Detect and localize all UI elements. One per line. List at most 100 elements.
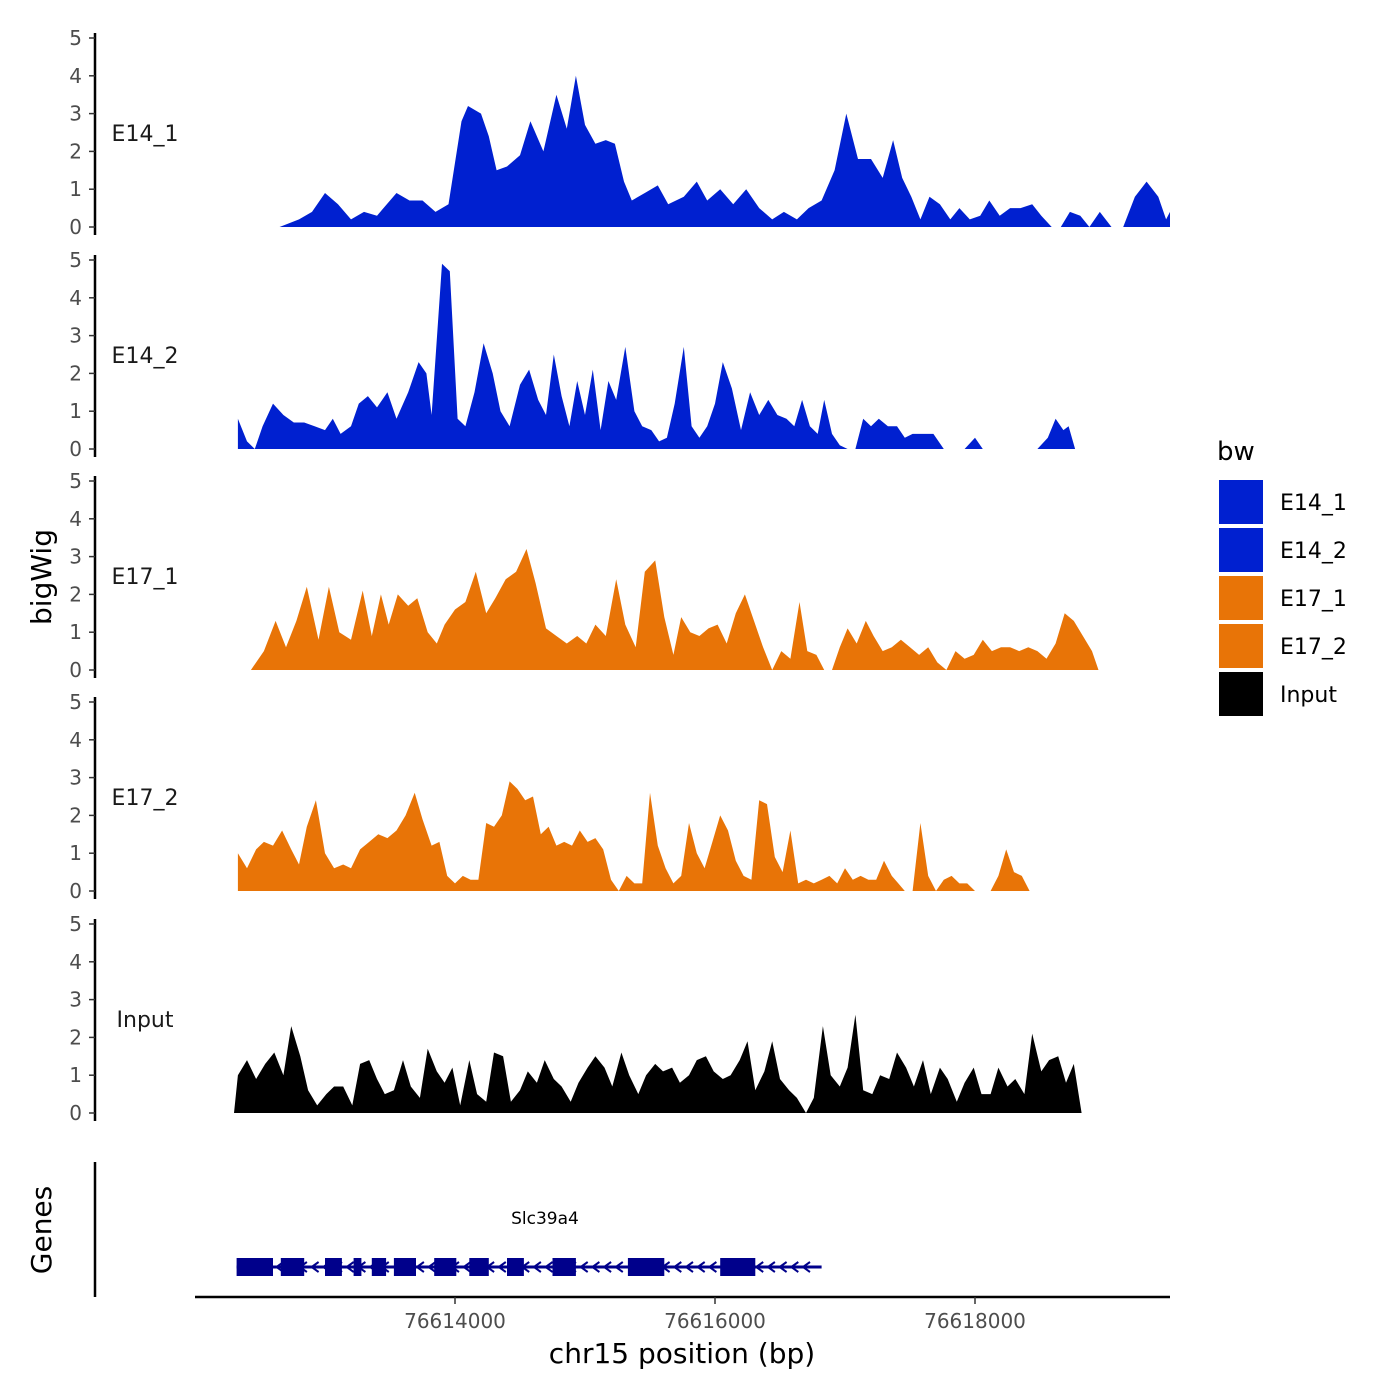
track-label-e14-2: E14_2	[112, 344, 179, 369]
strand-arrow	[497, 1261, 507, 1273]
track-input: 0 1 2 3 4 5 Input	[69, 912, 1082, 1125]
x-tick-label: 76614000	[404, 1309, 506, 1333]
strand-arrow	[461, 1261, 472, 1273]
y-tick-label: 3	[69, 324, 82, 348]
legend-swatch	[1219, 576, 1263, 620]
legend-swatch	[1219, 480, 1263, 524]
gene-exon	[507, 1258, 524, 1276]
gene-exon	[469, 1258, 489, 1276]
y-tick-label: 3	[69, 766, 82, 790]
y-tick-label: 0	[69, 215, 82, 239]
y-tick-label: 5	[69, 690, 82, 714]
strand-arrow	[777, 1261, 788, 1273]
legend-title: bw	[1217, 437, 1255, 467]
y-tick-label: 0	[69, 658, 82, 682]
strand-arrow	[684, 1261, 694, 1273]
strand-arrow	[532, 1261, 542, 1273]
legend-label: E14_2	[1280, 539, 1347, 564]
y-tick-label: 1	[69, 1063, 82, 1087]
y-tick-label: 2	[69, 1025, 82, 1049]
y-tick-label: 0	[69, 1101, 82, 1125]
track-e17-2: 0 1 2 3 4 5 E17_2	[69, 690, 1030, 903]
legend-swatch	[1219, 528, 1263, 572]
y-axis-title: bigWig	[25, 529, 58, 625]
gene-exon	[236, 1258, 273, 1276]
strand-arrow	[578, 1261, 589, 1273]
y-tick-label: 0	[69, 879, 82, 903]
y-tick-label: 2	[69, 139, 82, 163]
coverage-tracks: 0 1 2 3 4 5 E14_1 0 1 2 3 4 5 E14_2 0 1 2 3 4 5 E17_1 0 1 2 3 4 5 E…	[69, 26, 1170, 1125]
x-axis: 76614000 76616000 76618000 chr15 position …	[195, 1295, 1170, 1370]
strand-arrow	[415, 1261, 425, 1273]
y-tick-label: 3	[69, 988, 82, 1012]
gene-exon	[325, 1258, 342, 1276]
coverage-area-e14-1	[279, 75, 1170, 227]
strand-arrow	[602, 1261, 612, 1273]
strand-arrow	[672, 1261, 682, 1273]
y-tick-label: 5	[69, 912, 82, 936]
y-tick-label: 1	[69, 399, 82, 423]
gene-exon	[393, 1258, 416, 1276]
legend-label: E17_2	[1280, 635, 1347, 660]
track-label-input: Input	[117, 1008, 174, 1033]
genes-axis-title: Genes	[25, 1186, 58, 1274]
legend-swatch	[1219, 672, 1263, 716]
track-e17-1: 0 1 2 3 4 5 E17_1	[69, 469, 1099, 682]
genes-panel: Slc39a4 Genes	[25, 1162, 822, 1297]
y-tick-label: 4	[69, 728, 82, 752]
strand-arrow	[695, 1261, 706, 1273]
gene-model	[236, 1258, 822, 1276]
strand-arrow	[344, 1261, 355, 1273]
coverage-area-input	[234, 1014, 1082, 1113]
gene-exon	[280, 1258, 305, 1276]
legend-label: Input	[1280, 683, 1337, 708]
strand-arrow	[426, 1261, 437, 1273]
coverage-area-e17-2	[237, 781, 1030, 891]
y-tick-label: 5	[69, 26, 82, 50]
gene-exon	[434, 1258, 457, 1276]
gene-exon	[371, 1258, 387, 1276]
y-tick-label: 2	[69, 361, 82, 385]
gene-exon	[627, 1258, 665, 1276]
y-tick-label: 4	[69, 64, 82, 88]
gene-exon	[552, 1258, 576, 1276]
legend-swatch	[1219, 624, 1263, 668]
y-tick-label: 3	[69, 545, 82, 569]
legend-label: E17_1	[1280, 587, 1347, 612]
y-tick-label: 4	[69, 507, 82, 531]
track-label-e17-1: E17_1	[112, 565, 179, 590]
gene-exon	[720, 1258, 756, 1276]
legend: bw E14_1 E14_2 E17_1 E17_2 Input	[1217, 437, 1347, 716]
strand-arrow	[766, 1261, 776, 1273]
y-tick-label: 4	[69, 286, 82, 310]
strand-arrow	[614, 1261, 624, 1273]
y-tick-label: 3	[69, 102, 82, 126]
coverage-area-e17-1	[250, 549, 1099, 670]
y-tick-label: 1	[69, 841, 82, 865]
y-tick-label: 1	[69, 620, 82, 644]
strand-arrow	[754, 1261, 764, 1273]
y-tick-label: 4	[69, 950, 82, 974]
strand-arrow	[707, 1261, 717, 1273]
gene-name-label: Slc39a4	[511, 1209, 579, 1229]
strand-arrow	[789, 1261, 799, 1273]
strand-arrow	[801, 1261, 811, 1273]
track-e14-1: 0 1 2 3 4 5 E14_1	[69, 26, 1170, 239]
y-tick-label: 1	[69, 177, 82, 201]
y-tick-label: 0	[69, 437, 82, 461]
gene-exon	[353, 1258, 362, 1276]
track-label-e17-2: E17_2	[112, 786, 179, 811]
strand-arrow	[543, 1261, 554, 1273]
y-tick-label: 5	[69, 248, 82, 272]
strand-arrow	[590, 1261, 600, 1273]
y-tick-label: 5	[69, 469, 82, 493]
x-axis-title: chr15 position (bp)	[549, 1337, 815, 1370]
y-tick-label: 2	[69, 582, 82, 606]
legend-label: E14_1	[1280, 491, 1347, 516]
track-e14-2: 0 1 2 3 4 5 E14_2	[69, 248, 1079, 461]
y-tick-label: 2	[69, 803, 82, 827]
x-tick-label: 76616000	[664, 1309, 766, 1333]
strand-arrow	[309, 1261, 320, 1273]
x-tick-label: 76618000	[924, 1309, 1026, 1333]
